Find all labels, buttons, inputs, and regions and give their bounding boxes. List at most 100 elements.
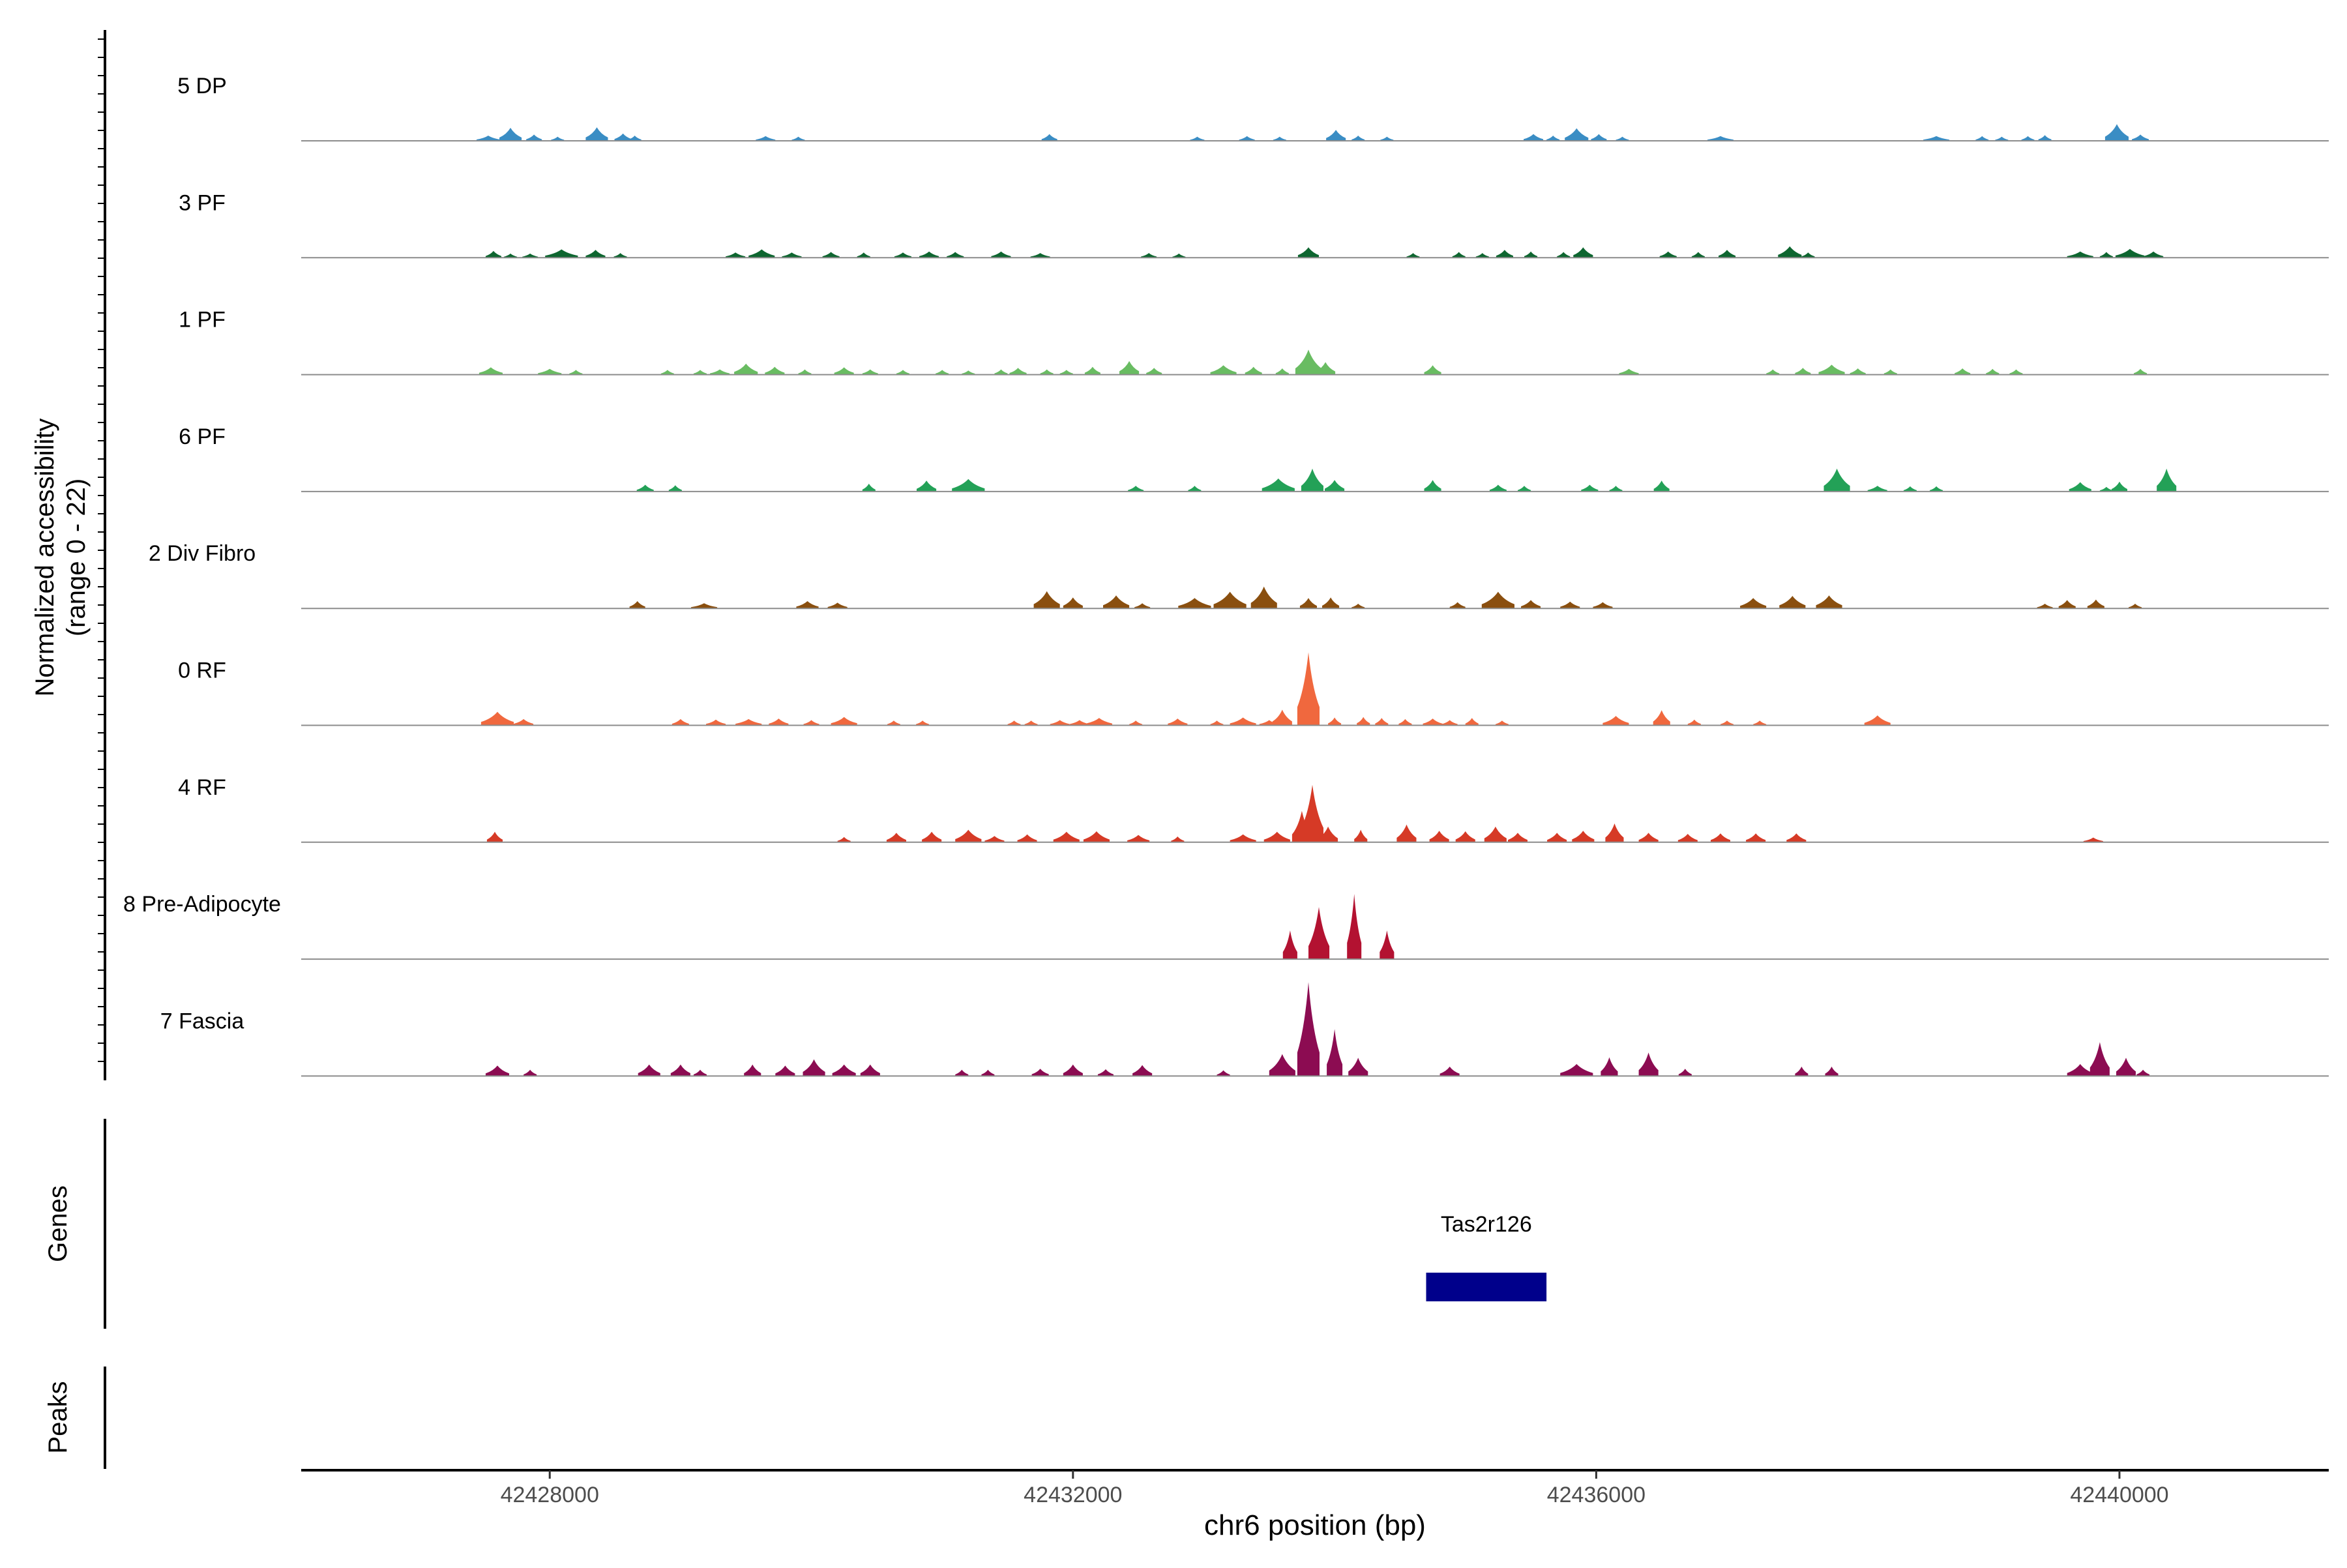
coverage-peak xyxy=(2058,600,2076,609)
genes-track-title: Genes xyxy=(44,1185,72,1262)
track-9: 7 Fascia xyxy=(160,982,2329,1077)
coverage-peak xyxy=(2087,599,2104,609)
track-label: 4 RF xyxy=(178,775,226,800)
coverage-peak xyxy=(775,1065,795,1076)
coverage-peak xyxy=(1864,715,1891,726)
coverage-peak xyxy=(832,1064,856,1076)
coverage-peak xyxy=(756,136,776,141)
track-4: 6 PF xyxy=(179,424,2329,492)
coverage-peak xyxy=(2104,124,2129,141)
coverage-peak xyxy=(803,1059,825,1076)
coverage-peak xyxy=(629,601,645,609)
coverage-peak xyxy=(1213,591,1247,609)
coverage-peak xyxy=(1297,247,1319,258)
x-axis-tick-label: 42440000 xyxy=(2070,1483,2168,1507)
coverage-peak xyxy=(1995,136,2009,141)
coverage-peak xyxy=(1593,602,1613,609)
x-axis-tick-label: 42436000 xyxy=(1547,1483,1646,1507)
coverage-peak xyxy=(1083,831,1110,842)
coverage-peak xyxy=(1168,718,1188,726)
coverage-peak xyxy=(1301,468,1323,492)
coverage-peak xyxy=(1452,252,1466,258)
coverage-peak xyxy=(981,1069,995,1076)
track-label: 7 Fascia xyxy=(160,1009,244,1033)
coverage-peak xyxy=(1547,833,1567,842)
coverage-peak xyxy=(1601,1057,1618,1076)
coverage-peak xyxy=(1677,834,1698,842)
coverage-peak xyxy=(831,717,857,726)
coverage-peak xyxy=(1659,251,1677,258)
peaks-track-title: Peaks xyxy=(44,1381,72,1453)
coverage-peak xyxy=(1557,252,1571,258)
coverage-peak xyxy=(1439,1067,1460,1076)
coverage-peak xyxy=(2111,481,2127,492)
coverage-peak xyxy=(1489,484,1507,492)
coverage-peak xyxy=(827,602,848,609)
coverage-peak xyxy=(1746,833,1766,842)
coverage-peak xyxy=(1134,603,1151,609)
coverage-peak xyxy=(1495,720,1509,726)
coverage-peak xyxy=(726,252,746,258)
coverage-peak xyxy=(1795,368,1811,375)
track-3: 1 PF xyxy=(179,308,2329,376)
coverage-peak xyxy=(1719,250,1736,258)
coverage-peak xyxy=(480,711,514,726)
coverage-peak xyxy=(476,136,500,141)
coverage-peak xyxy=(1449,602,1466,609)
coverage-y-axis-ticks xyxy=(98,38,105,1062)
y-axis-title-line1: Normalized accessibility xyxy=(31,419,59,697)
coverage-peak xyxy=(2132,134,2149,141)
coverage-peak xyxy=(499,128,522,141)
coverage-peak xyxy=(1740,598,1767,609)
coverage-peak xyxy=(862,483,876,492)
coverage-peak xyxy=(1357,717,1370,726)
coverage-peak xyxy=(1923,136,1950,141)
gene: Tas2r126 xyxy=(1426,1212,1547,1301)
coverage-peak xyxy=(1653,710,1670,726)
coverage-peak xyxy=(1602,716,1629,726)
coverage-peak xyxy=(1282,930,1297,960)
coverage-peak xyxy=(1119,361,1140,375)
coverage-peak xyxy=(1050,720,1070,726)
coverage-peak xyxy=(834,367,854,375)
coverage-peak xyxy=(1263,831,1290,842)
coverage-peak xyxy=(1778,246,1802,258)
coverage-peak xyxy=(1883,369,1897,375)
coverage-peak xyxy=(936,370,949,375)
coverage-peak xyxy=(1128,486,1144,492)
coverage-peak xyxy=(2069,482,2091,492)
coverage-peak xyxy=(1573,247,1593,258)
coverage-peak xyxy=(1638,833,1659,842)
coverage-peak xyxy=(2134,368,2148,375)
coverage-peak xyxy=(1380,136,1394,141)
coverage-peak xyxy=(2037,604,2053,609)
coverage-peak xyxy=(1188,486,1202,492)
coverage-peak xyxy=(585,250,606,258)
coverage-peak xyxy=(1441,720,1458,726)
coverage-peak xyxy=(955,829,982,842)
coverage-peak xyxy=(1230,717,1256,726)
coverage-peak xyxy=(952,479,985,492)
coverage-peak xyxy=(486,831,503,842)
x-axis-ticks: 42428000 42432000 42436000 42440000 xyxy=(501,1470,2169,1507)
coverage-peak xyxy=(894,252,911,258)
coverage-peak xyxy=(1250,586,1277,609)
coverage-peak xyxy=(919,251,939,258)
coverage-peak xyxy=(1030,253,1050,258)
coverage-peak xyxy=(1396,824,1417,842)
coverage-peak xyxy=(896,370,909,375)
coverage-peak xyxy=(1084,366,1100,375)
coverage-peak xyxy=(1560,1064,1593,1076)
coverage-peak xyxy=(1867,486,1887,492)
coverage-peak xyxy=(1496,250,1513,258)
coverage-peak xyxy=(514,718,534,726)
coverage-peak xyxy=(693,1069,707,1076)
coverage-peak xyxy=(1059,370,1073,375)
coverage-peak xyxy=(1141,253,1157,258)
coverage-peak xyxy=(1823,468,1850,492)
coverage-peak xyxy=(538,368,562,375)
track-6: 0 RF xyxy=(178,652,2329,726)
coverage-peak xyxy=(886,833,906,842)
coverage-peak xyxy=(734,363,758,375)
coverage-peak xyxy=(1707,136,1734,141)
